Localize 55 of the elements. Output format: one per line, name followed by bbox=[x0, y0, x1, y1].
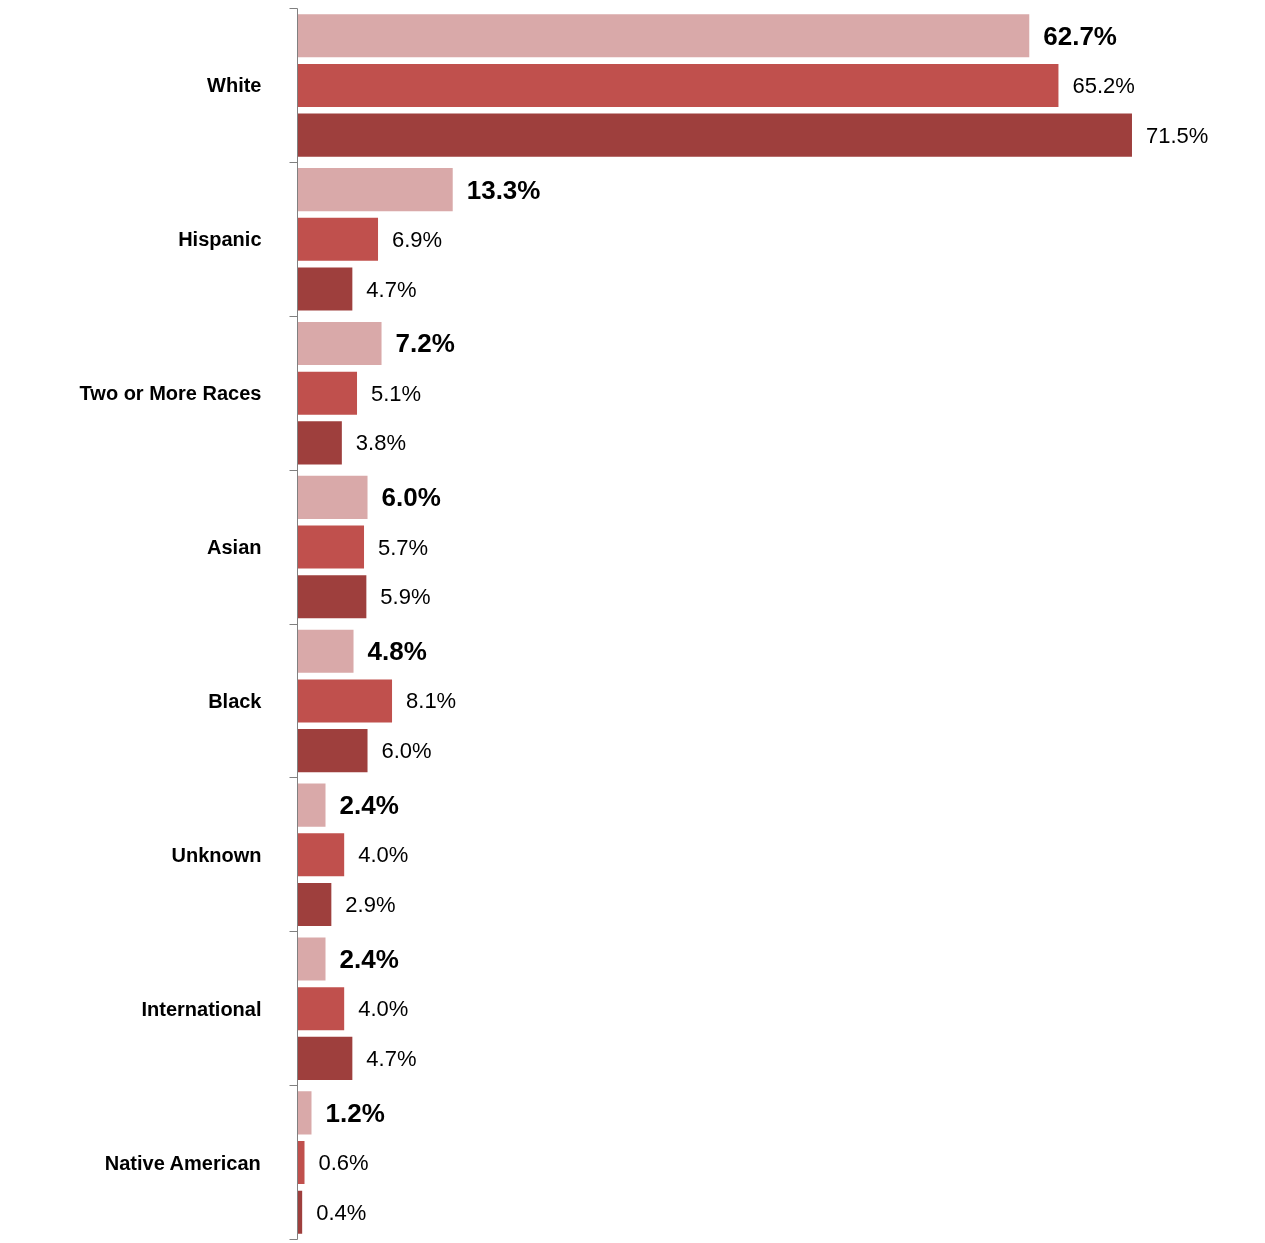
data-label: 5.7% bbox=[378, 534, 429, 560]
data-label: 1.2% bbox=[325, 1097, 385, 1128]
data-label: 8.1% bbox=[406, 688, 457, 714]
data-label: 6.0% bbox=[381, 482, 441, 513]
bar bbox=[297, 729, 368, 773]
y-tick-label: International bbox=[141, 997, 262, 1020]
bar bbox=[297, 267, 353, 311]
bar bbox=[297, 113, 1132, 157]
bar bbox=[297, 783, 326, 827]
bar bbox=[297, 217, 379, 261]
data-label: 6.9% bbox=[392, 226, 443, 252]
bar bbox=[297, 63, 1059, 107]
y-tick-label: Native American bbox=[104, 1151, 261, 1174]
y-tick-label: Two or More Races bbox=[79, 382, 262, 405]
bar bbox=[297, 371, 358, 415]
data-label: 4.8% bbox=[367, 636, 427, 667]
data-label: 7.2% bbox=[395, 328, 455, 359]
bar bbox=[297, 1141, 305, 1185]
data-label: 62.7% bbox=[1043, 20, 1118, 51]
data-label: 5.1% bbox=[371, 380, 422, 406]
data-label: 2.4% bbox=[339, 790, 399, 821]
bar bbox=[297, 679, 393, 723]
y-tick-label: Hispanic bbox=[178, 228, 262, 251]
bar bbox=[297, 575, 367, 619]
data-label: 2.4% bbox=[339, 943, 399, 974]
data-label: 65.2% bbox=[1072, 72, 1135, 98]
bar bbox=[297, 1036, 353, 1080]
data-label: 4.7% bbox=[366, 1045, 417, 1071]
data-label: 71.5% bbox=[1145, 122, 1209, 148]
y-tick-label: Black bbox=[208, 689, 263, 712]
data-label: 2.9% bbox=[345, 892, 396, 918]
data-label: 0.4% bbox=[316, 1199, 367, 1225]
data-label: 4.0% bbox=[358, 996, 409, 1022]
data-label: 4.7% bbox=[366, 276, 417, 302]
data-label: 5.9% bbox=[380, 584, 431, 610]
bar bbox=[297, 937, 326, 981]
bar bbox=[297, 525, 365, 569]
bar bbox=[297, 321, 382, 366]
bar bbox=[297, 882, 332, 927]
bar bbox=[297, 168, 453, 212]
data-label: 6.0% bbox=[381, 738, 432, 764]
y-tick-label: White bbox=[207, 74, 262, 97]
bar bbox=[297, 14, 1030, 58]
data-label: 4.0% bbox=[358, 842, 409, 868]
bar bbox=[297, 833, 345, 877]
bar bbox=[297, 1091, 312, 1135]
bar bbox=[297, 629, 354, 673]
data-label: 13.3% bbox=[466, 174, 541, 205]
data-label: 0.6% bbox=[318, 1150, 369, 1176]
y-tick-label: Asian bbox=[207, 536, 262, 559]
data-label: 3.8% bbox=[355, 430, 407, 456]
bar bbox=[297, 987, 345, 1031]
bar bbox=[297, 475, 368, 519]
bar bbox=[297, 421, 342, 465]
y-tick-label: Unknown bbox=[171, 843, 262, 866]
